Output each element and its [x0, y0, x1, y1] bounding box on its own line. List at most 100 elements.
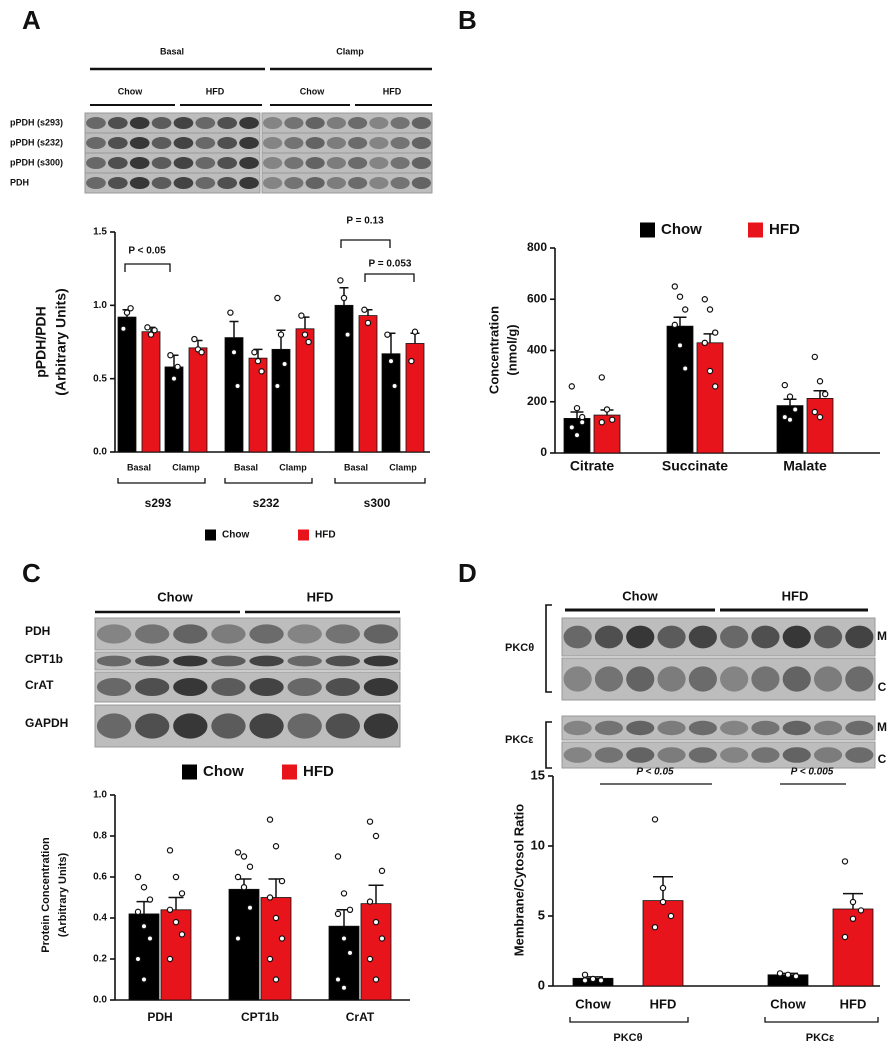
y-axis-label: (Arbitrary Units)	[57, 852, 69, 937]
panel-letter: C	[22, 558, 41, 588]
y-axis-label: pPDH/PDH	[33, 306, 49, 378]
bar	[696, 342, 724, 454]
significance-bracket	[340, 239, 391, 248]
y-tick-label: 5	[538, 907, 545, 922]
blot-band	[813, 720, 843, 736]
blot-band	[751, 666, 780, 692]
group-bracket	[117, 478, 206, 484]
blot-band	[363, 624, 399, 644]
y-tick-label: 600	[527, 291, 547, 305]
data-point	[172, 873, 180, 881]
panel-letter: D	[458, 558, 477, 588]
blot-band	[263, 157, 283, 169]
data-point	[841, 933, 849, 941]
blot-row-label: PKCε	[505, 734, 534, 746]
blot-group: HFD	[206, 86, 225, 96]
blot-band	[195, 137, 216, 149]
blot-group: HFD	[782, 588, 809, 603]
blot-band	[96, 624, 132, 644]
blot-band	[305, 117, 325, 129]
y-tick-label: 0	[538, 977, 545, 992]
data-point	[841, 858, 849, 865]
blot-band	[173, 655, 208, 667]
bar	[260, 897, 292, 1001]
data-point	[701, 296, 709, 303]
blot-band	[239, 177, 259, 189]
blot-row-label: PDH	[10, 177, 29, 187]
data-point	[781, 381, 789, 389]
data-point	[240, 853, 248, 860]
panel-letter: B	[458, 5, 477, 35]
data-point	[573, 431, 581, 439]
data-point	[378, 935, 386, 942]
blot-band	[173, 713, 208, 739]
data-point	[411, 328, 419, 335]
blot-band	[284, 157, 304, 169]
data-point	[340, 984, 348, 991]
data-point	[676, 342, 684, 349]
blot-band	[249, 655, 284, 667]
blot-band	[390, 117, 410, 129]
blot-band	[782, 720, 811, 736]
blot-band	[211, 713, 246, 739]
blot-band	[594, 720, 624, 736]
blot-band	[86, 117, 106, 129]
data-point	[251, 349, 258, 356]
data-point	[266, 955, 274, 963]
bar	[295, 328, 315, 453]
blot-band	[173, 678, 208, 696]
group-bracket	[224, 478, 313, 484]
blot-band	[720, 720, 749, 736]
data-point	[346, 949, 354, 957]
data-point	[167, 352, 174, 359]
blot-band	[348, 157, 368, 169]
blot-band	[563, 720, 592, 736]
x-tick-label: Clamp	[389, 462, 417, 472]
data-point	[811, 353, 819, 361]
blot-band	[813, 625, 843, 649]
blot-band	[688, 747, 717, 763]
legend-swatch	[205, 529, 216, 541]
data-point	[712, 383, 719, 390]
data-point	[146, 935, 154, 942]
blot-band	[813, 666, 843, 692]
y-tick-label: 1.0	[93, 300, 107, 311]
y-tick-label: 0.4	[93, 913, 107, 924]
data-point	[366, 818, 374, 825]
data-point	[366, 898, 374, 905]
data-point	[651, 924, 659, 931]
data-point	[384, 331, 391, 338]
y-tick-label: 0.5	[93, 373, 107, 384]
bar	[593, 414, 621, 454]
data-point	[151, 327, 158, 334]
data-point	[337, 277, 344, 284]
blot-band	[195, 157, 216, 169]
y-axis-label: Membrane/Cytosol Ratio	[511, 804, 526, 956]
data-point	[603, 406, 611, 413]
blot-band	[626, 625, 655, 649]
blot-band	[411, 157, 431, 169]
data-point	[581, 977, 589, 984]
data-point	[784, 971, 792, 979]
blot-band	[390, 157, 410, 169]
data-point	[266, 816, 274, 823]
data-point	[278, 935, 286, 942]
data-point	[706, 367, 714, 375]
blot-band	[151, 177, 172, 189]
legend-swatch	[640, 222, 655, 238]
data-point	[134, 955, 142, 963]
blot-band	[326, 177, 346, 189]
bar	[360, 903, 392, 1001]
bar	[117, 316, 137, 453]
data-point	[258, 368, 265, 375]
blot-band	[563, 666, 592, 692]
panel-letter: A	[22, 5, 41, 35]
blot-band	[135, 655, 170, 667]
blot-group: Chow	[622, 588, 658, 603]
blot-band	[348, 117, 368, 129]
y-axis-label: (nmol/g)	[504, 324, 519, 375]
annotation: P < 0.05	[128, 246, 166, 257]
x-tick-label: Clamp	[279, 462, 307, 472]
group-label: PKCθ	[613, 1032, 642, 1044]
